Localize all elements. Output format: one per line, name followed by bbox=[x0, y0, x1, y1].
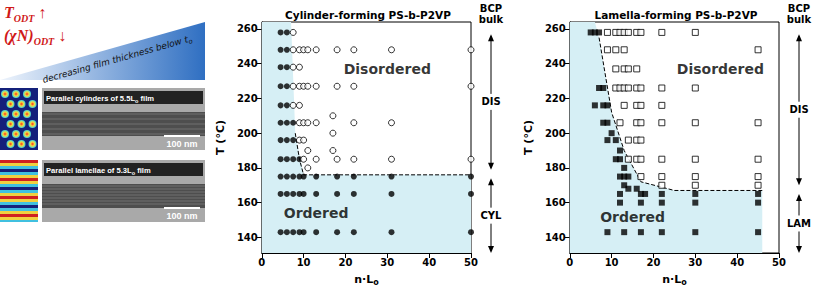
svg-text:0: 0 bbox=[258, 257, 265, 268]
svg-text:Ordered: Ordered bbox=[284, 205, 349, 221]
svg-text:50: 50 bbox=[464, 257, 478, 268]
svg-text:T (°C): T (°C) bbox=[214, 120, 227, 155]
svg-text:160: 160 bbox=[237, 197, 258, 208]
svg-text:n·L: n·L bbox=[354, 273, 373, 286]
svg-text:decreasing film thickness belo: decreasing film thickness below to bbox=[41, 33, 193, 87]
svg-text:o: o bbox=[681, 278, 687, 287]
svg-text:260: 260 bbox=[545, 23, 566, 34]
svg-text:Parallel lamellae of 5.3Lo fil: Parallel lamellae of 5.3Lo film bbox=[46, 166, 151, 176]
svg-text:200: 200 bbox=[237, 128, 258, 139]
svg-text:180: 180 bbox=[237, 162, 258, 173]
svg-text:Lamella-forming PS-b-P2VP: Lamella-forming PS-b-P2VP bbox=[595, 9, 758, 21]
svg-text:160: 160 bbox=[545, 197, 566, 208]
svg-text:240: 240 bbox=[237, 58, 258, 69]
svg-text:140: 140 bbox=[545, 232, 566, 243]
svg-text:BCP: BCP bbox=[480, 3, 502, 14]
svg-text:Cylinder-forming PS-b-P2VP: Cylinder-forming PS-b-P2VP bbox=[285, 9, 451, 21]
svg-text:n·L: n·L bbox=[662, 273, 681, 286]
svg-text:TODT ↑: TODT ↑ bbox=[4, 4, 46, 24]
svg-text:240: 240 bbox=[545, 58, 566, 69]
svg-text:10: 10 bbox=[297, 257, 311, 268]
svg-text:200: 200 bbox=[545, 128, 566, 139]
svg-text:(χN)ODT ↓: (χN)ODT ↓ bbox=[4, 27, 66, 47]
svg-text:30: 30 bbox=[380, 257, 394, 268]
svg-text:Ordered: Ordered bbox=[600, 209, 665, 225]
svg-text:DIS: DIS bbox=[789, 104, 808, 115]
svg-text:220: 220 bbox=[237, 93, 258, 104]
svg-text:50: 50 bbox=[772, 257, 786, 268]
svg-text:Disordered: Disordered bbox=[344, 61, 431, 77]
svg-text:220: 220 bbox=[545, 93, 566, 104]
svg-text:Parallel cylinders of 5.5Lo fi: Parallel cylinders of 5.5Lo film bbox=[46, 94, 154, 104]
svg-text:bulk: bulk bbox=[479, 14, 504, 25]
svg-text:20: 20 bbox=[339, 257, 353, 268]
svg-text:10: 10 bbox=[605, 257, 619, 268]
svg-text:20: 20 bbox=[647, 257, 661, 268]
svg-text:CYL: CYL bbox=[481, 210, 503, 221]
svg-text:DIS: DIS bbox=[481, 96, 500, 107]
svg-text:100 nm: 100 nm bbox=[166, 211, 197, 221]
svg-text:bulk: bulk bbox=[787, 14, 812, 25]
svg-text:40: 40 bbox=[730, 257, 744, 268]
svg-text:100 nm: 100 nm bbox=[166, 139, 197, 149]
svg-text:0: 0 bbox=[566, 257, 573, 268]
svg-text:o: o bbox=[373, 278, 379, 287]
svg-text:30: 30 bbox=[688, 257, 702, 268]
svg-text:LAM: LAM bbox=[787, 218, 811, 229]
svg-text:260: 260 bbox=[237, 23, 258, 34]
svg-text:T (°C): T (°C) bbox=[522, 120, 535, 155]
svg-text:40: 40 bbox=[422, 257, 436, 268]
svg-text:Disordered: Disordered bbox=[677, 61, 764, 77]
svg-text:140: 140 bbox=[237, 232, 258, 243]
svg-text:BCP: BCP bbox=[788, 3, 810, 14]
svg-text:180: 180 bbox=[545, 162, 566, 173]
